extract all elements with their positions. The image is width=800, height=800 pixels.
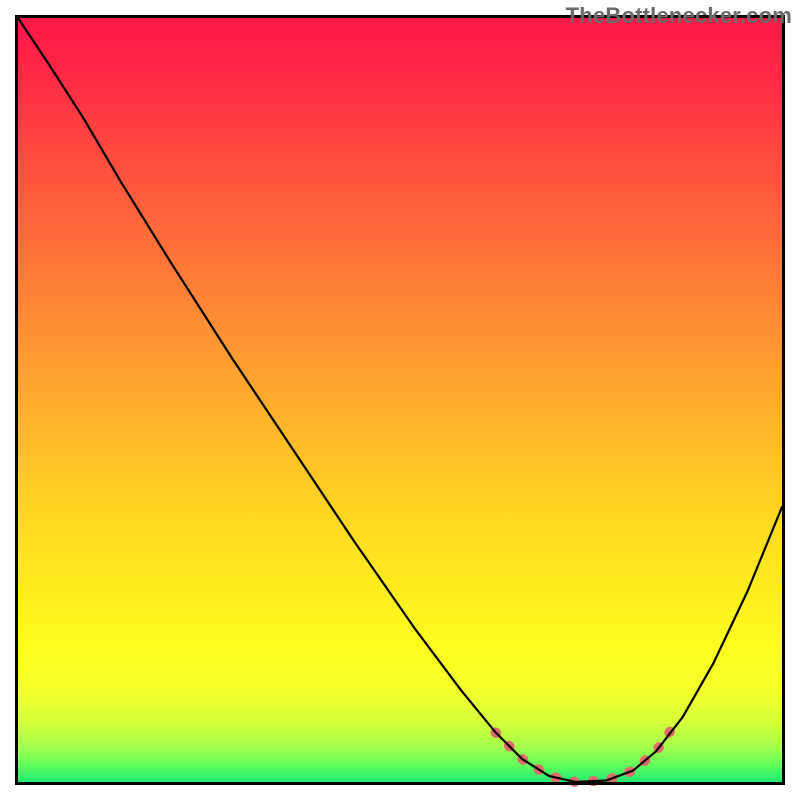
watermark-label: TheBottlenecker.com	[566, 3, 792, 29]
bottleneck-chart: TheBottlenecker.com	[0, 0, 800, 800]
chart-svg	[0, 0, 800, 800]
gradient-background	[17, 17, 784, 784]
